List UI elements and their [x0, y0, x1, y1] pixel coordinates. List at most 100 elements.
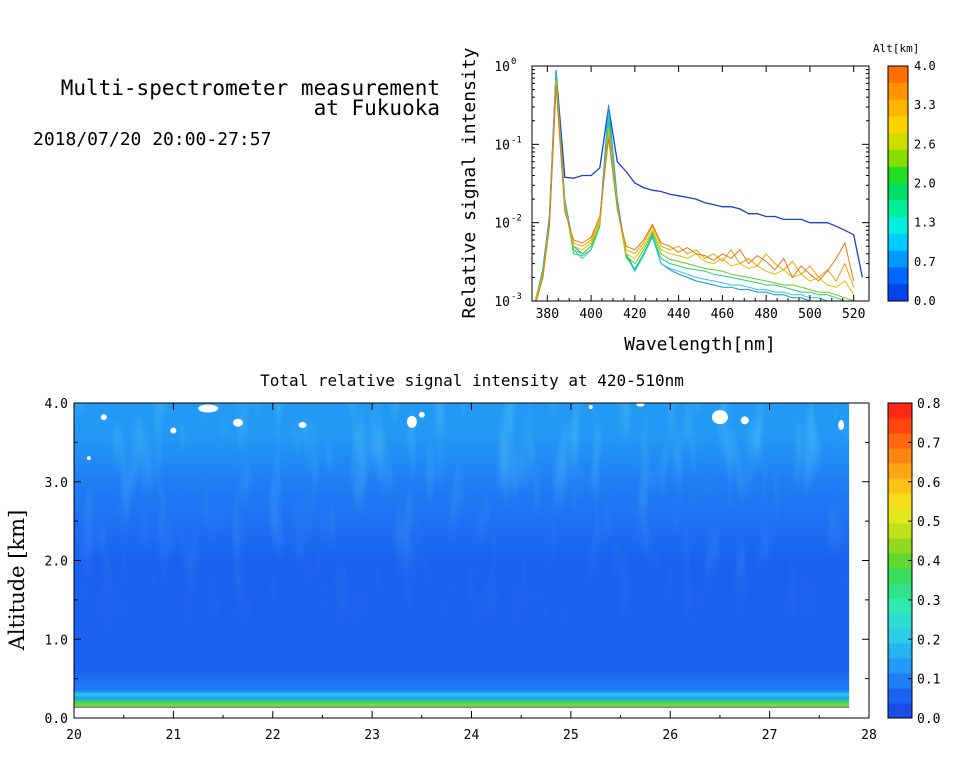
heatmap-y-axis-label: Altitude [km] — [5, 510, 29, 652]
spectrum-x-tick-label: 460 — [711, 307, 734, 322]
heatmap-axes: 20 21 22 23 24 25 26 27 28 0.0 1.0 2.0 3.0 4.0 — [45, 397, 877, 743]
intensity-colorbar-tick-label: 0.3 — [917, 594, 940, 609]
spectrum-y-tick-exponent: -1 — [511, 135, 522, 145]
intensity-colorbar-swatch — [888, 448, 912, 464]
altitude-colorbar-swatch — [888, 99, 908, 117]
altitude-colorbar-swatch — [888, 149, 908, 168]
spectrum-y-tick-label: 10 — [494, 295, 510, 310]
altitude-colorbar-tick-label: 2.0 — [914, 177, 936, 191]
heatmap-y-tick-label: 4.0 — [45, 397, 68, 412]
altitude-colorbar-tick-label: 0.0 — [914, 294, 936, 308]
intensity-colorbar-tick-label: 0.7 — [917, 436, 940, 451]
heatmap-x-tick-label: 23 — [364, 728, 380, 743]
intensity-colorbar-swatch — [888, 568, 912, 584]
missing-data-patch — [100, 414, 107, 421]
intensity-colorbar-tick-label: 0.5 — [917, 515, 940, 530]
missing-data-patch — [232, 418, 243, 427]
altitude-colorbar-tick-label: 3.3 — [914, 98, 936, 112]
figure-title-line1: Multi-spectrometer measurement — [61, 76, 440, 100]
altitude-colorbar: 4.0 3.3 2.6 2.0 1.3 0.7 0.0 — [887, 59, 936, 308]
missing-data-patch — [198, 404, 219, 413]
intensity-colorbar-swatch — [888, 598, 912, 614]
spectrum-x-tick-label: 380 — [536, 307, 559, 322]
spectrum-series-line — [534, 80, 855, 301]
altitude-colorbar-swatch — [888, 116, 908, 134]
spectrum-x-axis-label: Wavelength[nm] — [624, 334, 776, 355]
spectrum-x-tick-label: 520 — [842, 307, 865, 322]
intensity-colorbar-swatch — [888, 658, 912, 674]
altitude-colorbar-tick-label: 2.6 — [914, 137, 936, 151]
intensity-colorbar-swatch — [888, 613, 912, 629]
missing-data-patch — [298, 422, 307, 429]
intensity-colorbar: 0.0 0.1 0.2 0.3 0.4 0.5 0.6 0.7 0.8 — [887, 397, 941, 727]
spectrum-x-tick-label: 400 — [579, 307, 602, 322]
altitude-colorbar-frame — [887, 65, 909, 302]
intensity-colorbar-swatch — [888, 433, 912, 449]
heatmap-y-tick-label: 0.0 — [45, 712, 68, 727]
intensity-colorbar-swatch — [888, 688, 912, 704]
altitude-colorbar-swatch — [888, 217, 908, 235]
heatmap-missing-data — [86, 402, 845, 461]
heatmap-x-tick-label: 27 — [762, 728, 778, 743]
heatmap-title: Total relative signal intensity at 420-5… — [260, 371, 684, 390]
spectrum-series-line — [534, 69, 829, 301]
spectrum-x-tick-label: 420 — [623, 307, 646, 322]
spectrum-series-group — [534, 69, 864, 301]
spectrum-y-tick-label: 10 — [494, 217, 510, 232]
intensity-colorbar-swatch — [888, 403, 912, 419]
heatmap-x-tick-label: 26 — [662, 728, 678, 743]
spectrum-y-axis-label: Relative signal intensity — [459, 47, 480, 318]
intensity-colorbar-tick-label: 0.1 — [917, 673, 940, 688]
intensity-colorbar-swatch — [888, 643, 912, 659]
heatmap-x-tick-label: 20 — [66, 728, 82, 743]
altitude-colorbar-label: Alt[km] — [873, 42, 919, 55]
spectrum-series-line — [534, 73, 838, 301]
spectrum-y-tick-exponent: 0 — [511, 57, 516, 67]
intensity-colorbar-tick-label: 0.0 — [917, 712, 940, 727]
spectrum-series-line — [535, 83, 855, 301]
altitude-colorbar-swatch — [888, 250, 908, 268]
intensity-colorbar-swatch — [888, 673, 912, 689]
intensity-colorbar-tick-label: 0.6 — [917, 476, 940, 491]
altitude-colorbar-swatch — [888, 166, 908, 184]
missing-data-patch — [86, 456, 91, 461]
spectrum-y-tick-label: 10 — [494, 60, 510, 75]
intensity-colorbar-swatch — [888, 628, 912, 644]
intensity-colorbar-tick-label: 0.2 — [917, 633, 940, 648]
intensity-colorbar-swatch — [888, 463, 912, 479]
spectrum-y-tick-exponent: -3 — [511, 292, 522, 302]
intensity-colorbar-swatch — [888, 583, 912, 599]
spectrum-x-tick-label: 500 — [798, 307, 821, 322]
missing-data-patch — [636, 402, 645, 407]
spectrum-y-tick-label: 10 — [494, 138, 510, 153]
missing-data-patch — [838, 420, 845, 431]
missing-data-patch — [740, 416, 749, 425]
altitude-time-heatmap: Total relative signal intensity at 420-5… — [5, 371, 941, 743]
altitude-colorbar-swatch — [888, 284, 908, 302]
heatmap-y-tick-label: 1.0 — [45, 633, 68, 648]
spectrum-series-line — [534, 75, 847, 301]
altitude-colorbar-tick-label: 4.0 — [914, 59, 936, 73]
intensity-colorbar-swatch — [888, 493, 912, 509]
altitude-colorbar-swatch — [888, 200, 908, 218]
spectrum-series-line — [534, 78, 854, 301]
intensity-colorbar-swatch — [888, 553, 912, 569]
spectrum-y-tick-exponent: -2 — [511, 214, 522, 224]
altitude-colorbar-tick-label: 0.7 — [914, 255, 936, 269]
heatmap-x-tick-label: 28 — [861, 728, 877, 743]
intensity-colorbar-swatch — [888, 523, 912, 539]
altitude-colorbar-swatch — [888, 66, 908, 84]
altitude-colorbar-swatch — [888, 133, 908, 151]
heatmap-x-tick-label: 24 — [464, 728, 480, 743]
altitude-colorbar-swatch — [888, 183, 908, 201]
heatmap-texture — [74, 403, 850, 708]
missing-data-patch — [588, 404, 593, 409]
intensity-colorbar-tick-label: 0.4 — [917, 555, 941, 570]
intensity-colorbar-swatch — [888, 703, 912, 719]
missing-data-patch — [711, 410, 728, 425]
intensity-colorbar-swatch — [888, 418, 912, 434]
intensity-colorbar-swatch — [888, 508, 912, 524]
